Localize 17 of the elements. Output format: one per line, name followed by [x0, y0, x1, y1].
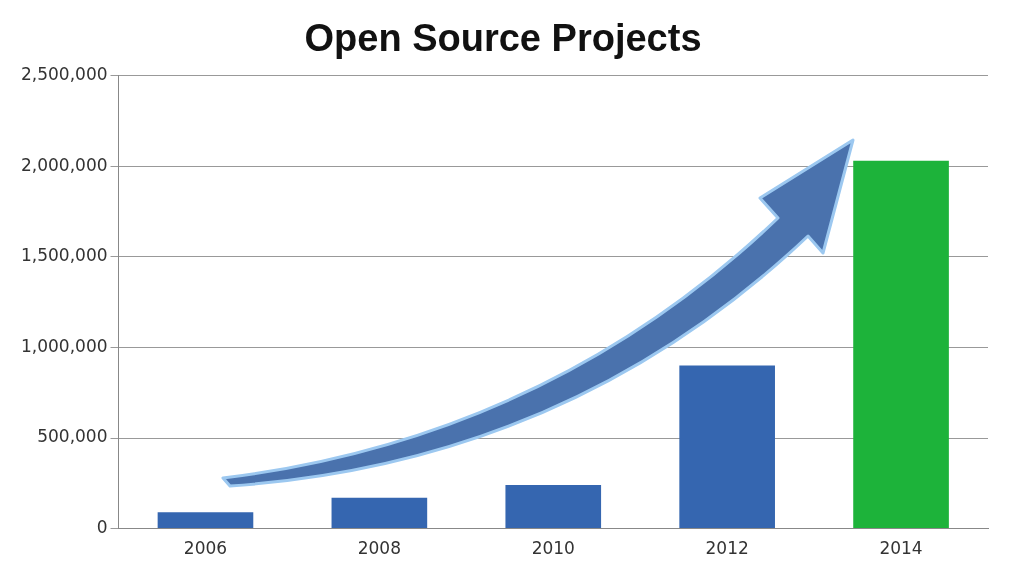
y-tick-label: 500,000	[37, 426, 108, 447]
x-tick-label: 2010	[531, 538, 575, 559]
bar	[505, 485, 602, 529]
x-tick-label: 2014	[879, 538, 923, 559]
x-tick-label: 2012	[705, 538, 749, 559]
x-tick-label: 2006	[183, 538, 228, 559]
chart-title: Open Source Projects	[304, 17, 702, 60]
bar	[331, 497, 428, 529]
bar	[157, 512, 254, 529]
y-tick-label: 1,500,000	[20, 245, 108, 266]
y-tick-label: 2,500,000	[20, 64, 108, 85]
bar	[679, 365, 775, 529]
y-tick-label: 1,000,000	[20, 335, 108, 356]
y-tick-label: 2,000,000	[20, 154, 108, 175]
bar	[853, 160, 949, 529]
y-tick-label: 0	[96, 517, 108, 538]
x-tick-label: 2008	[357, 538, 401, 559]
